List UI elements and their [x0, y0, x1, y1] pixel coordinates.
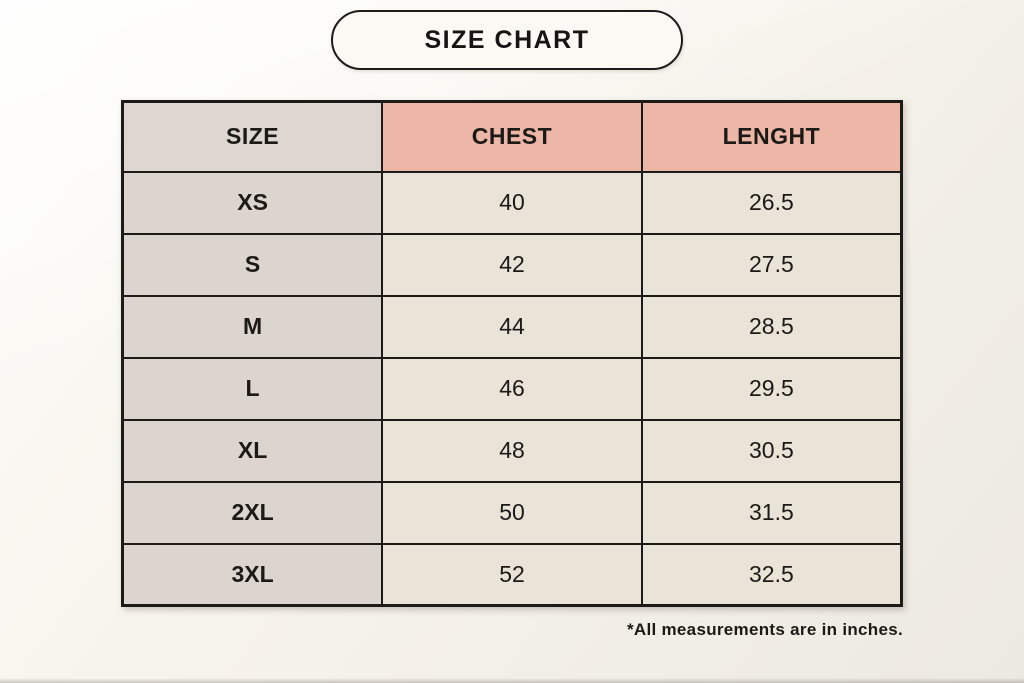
size-cell: 2XL [121, 480, 384, 545]
chest-cell: 52 [381, 542, 643, 607]
length-cell: 31.5 [640, 480, 903, 545]
chest-cell: 50 [381, 480, 643, 545]
column-header-length: LENGHT [640, 100, 903, 173]
length-cell: 29.5 [640, 356, 903, 421]
table-row-m: M 44 28.5 [121, 294, 903, 359]
header-row: SIZE CHEST LENGHT [121, 100, 903, 173]
size-chart-title-pill: SIZE CHART [331, 10, 683, 70]
size-cell: XL [121, 418, 384, 483]
page-title: SIZE CHART [424, 25, 590, 54]
length-cell: 30.5 [640, 418, 903, 483]
size-cell: L [121, 356, 384, 421]
table-row-xs: XS 40 26.5 [121, 170, 903, 235]
size-table-body: XS 40 26.5 S 42 27.5 M 44 28.5 L 46 29.5… [121, 170, 903, 607]
chest-cell: 48 [381, 418, 643, 483]
table-row-2xl: 2XL 50 31.5 [121, 480, 903, 545]
table-row-s: S 42 27.5 [121, 232, 903, 297]
column-header-chest: CHEST [381, 100, 643, 173]
size-cell: S [121, 232, 384, 297]
length-cell: 28.5 [640, 294, 903, 359]
measurement-note: *All measurements are in inches. [626, 620, 903, 639]
length-cell: 32.5 [640, 542, 903, 607]
length-cell: 26.5 [640, 170, 903, 235]
length-cell: 27.5 [640, 232, 903, 297]
size-cell: M [121, 294, 384, 359]
size-cell: XS [121, 170, 384, 235]
size-table-header: SIZE CHEST LENGHT [121, 100, 903, 173]
chest-cell: 44 [381, 294, 643, 359]
column-header-size: SIZE [121, 100, 384, 173]
table-row-l: L 46 29.5 [121, 356, 903, 421]
chest-cell: 40 [381, 170, 643, 235]
table-row-3xl: 3XL 52 32.5 [121, 542, 903, 607]
chest-cell: 42 [381, 232, 643, 297]
size-cell: 3XL [121, 542, 384, 607]
table-row-xl: XL 48 30.5 [121, 418, 903, 483]
chest-cell: 46 [381, 356, 643, 421]
size-table: SIZE CHEST LENGHT XS 40 26.5 S 42 27.5 M… [121, 100, 903, 607]
